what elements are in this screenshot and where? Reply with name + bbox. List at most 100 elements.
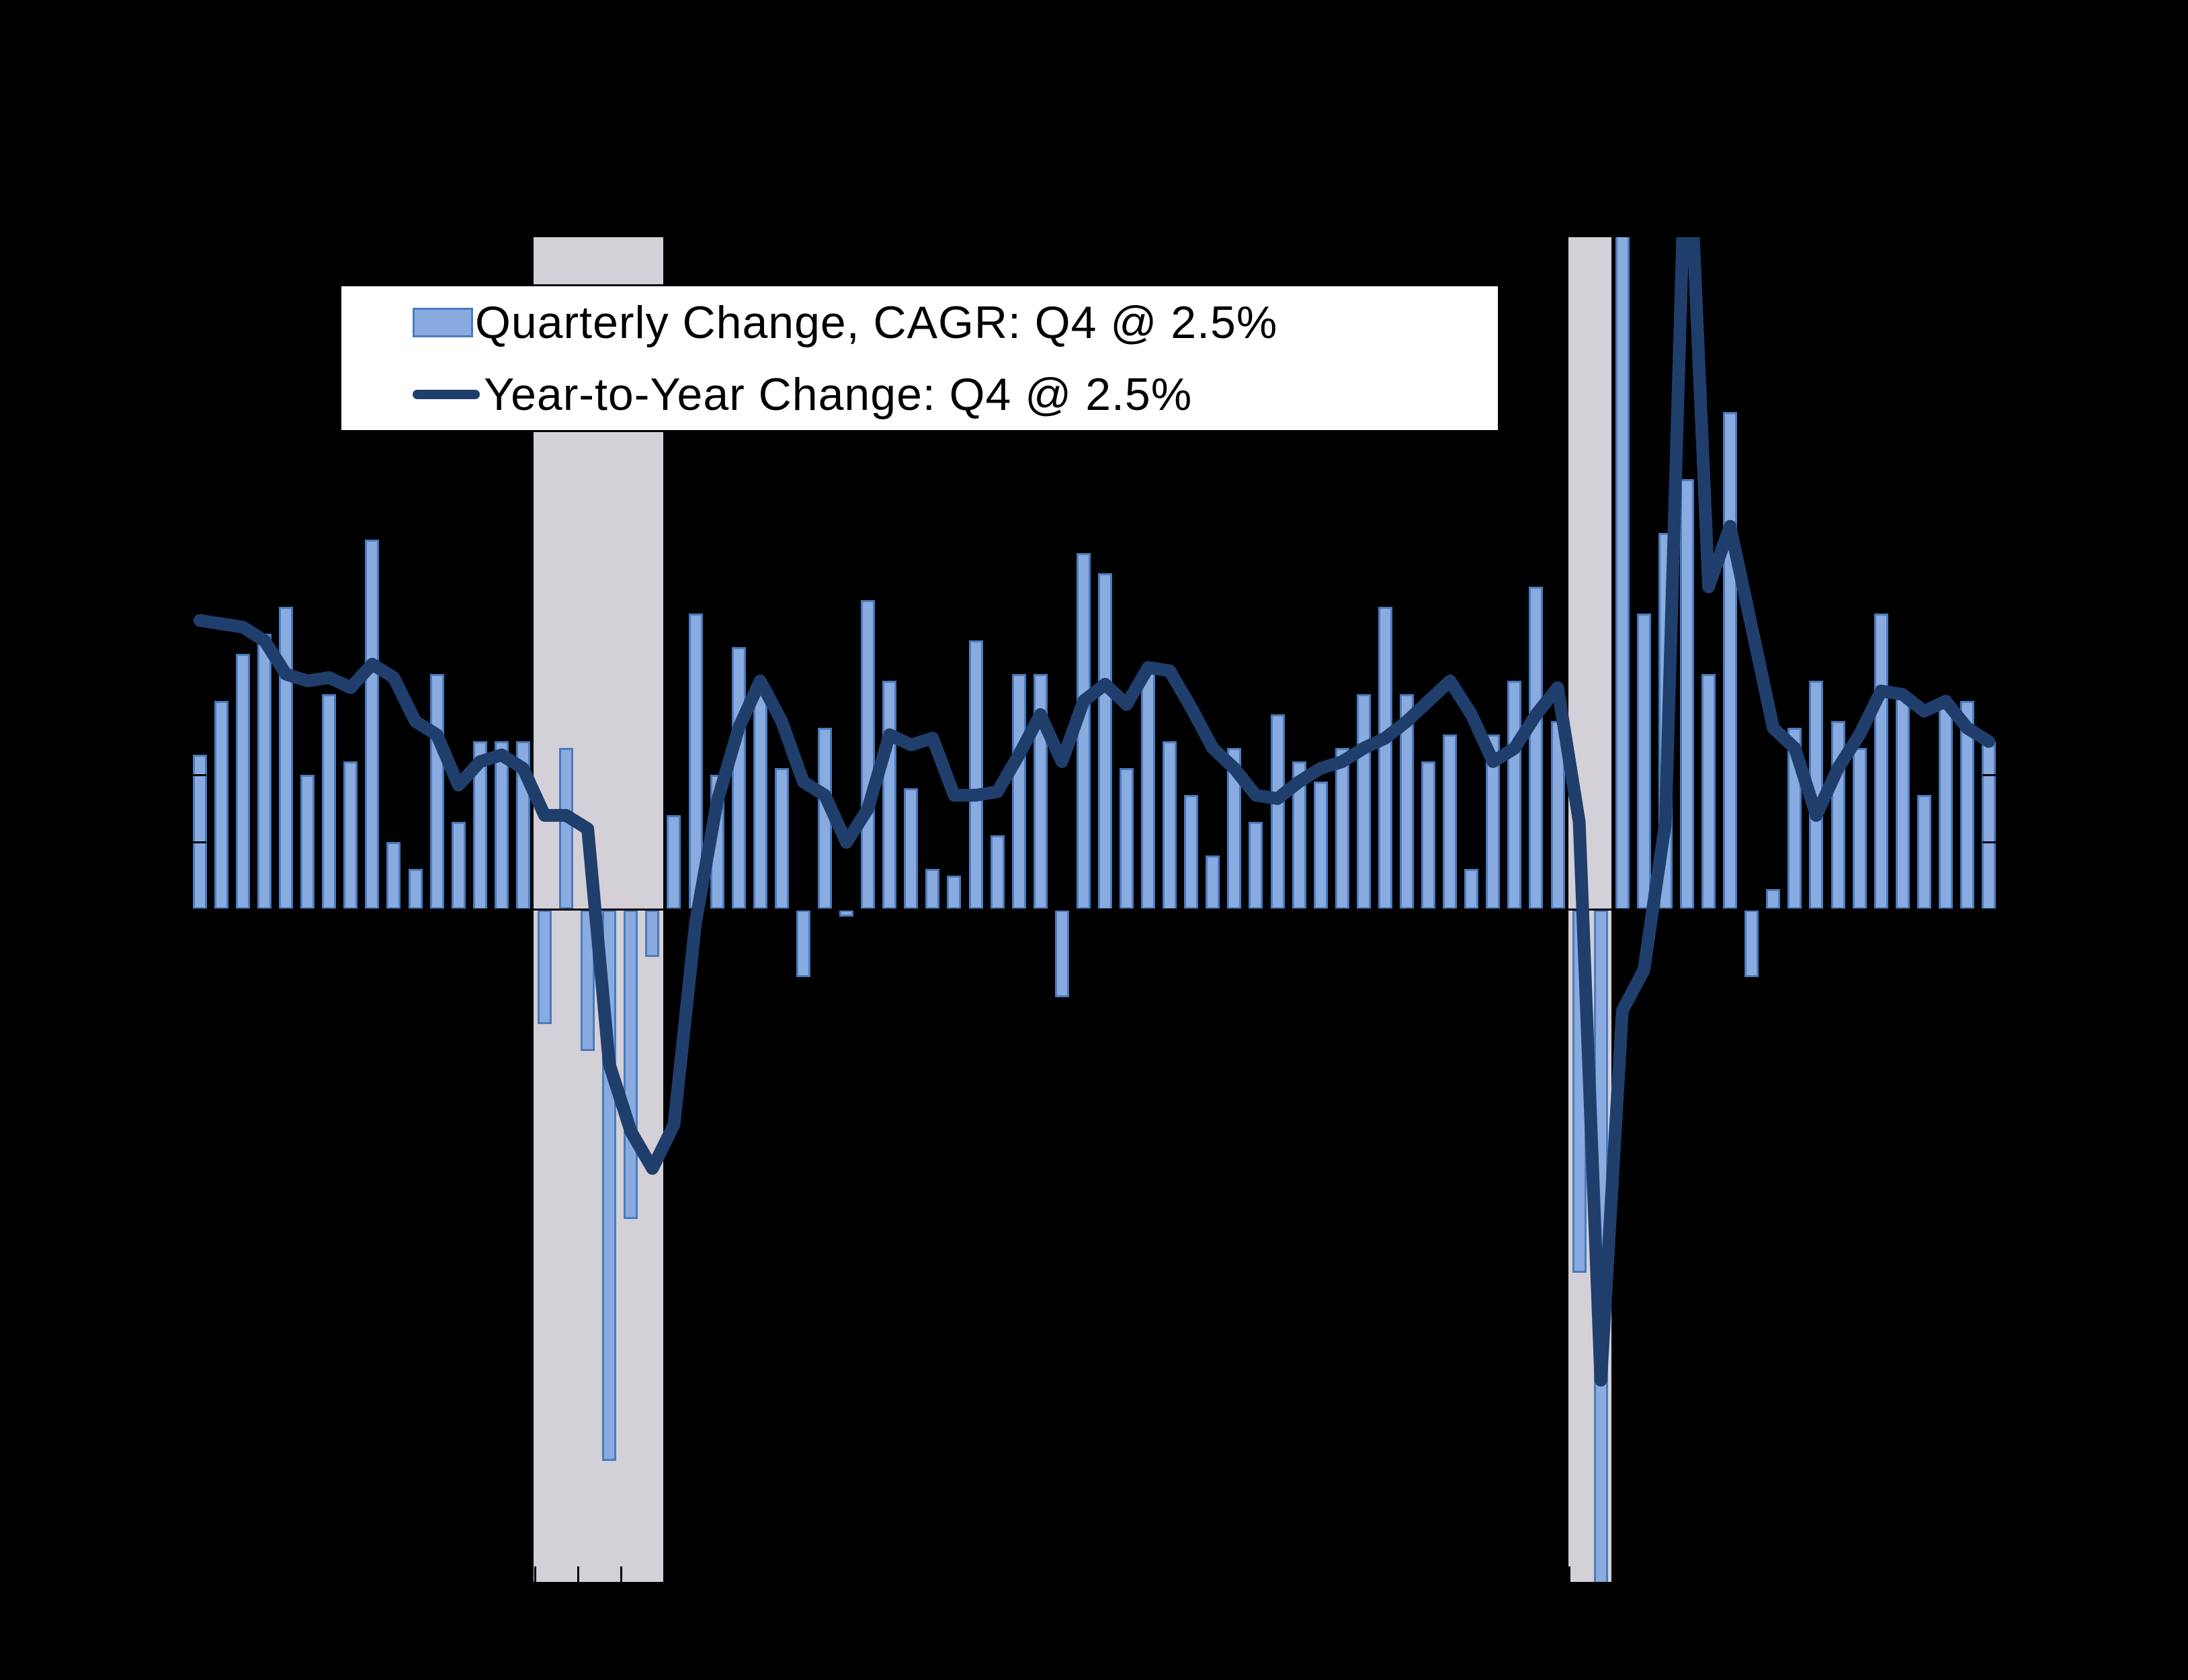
y-axis-tick: [1982, 1379, 1997, 1382]
bar-quarterly-change: [1184, 795, 1199, 910]
y-axis-tick: [192, 1110, 206, 1113]
bar-quarterly-change: [1335, 748, 1349, 910]
y-axis-tick: [1982, 773, 1997, 776]
y-axis-tick: [1982, 909, 1997, 911]
x-axis-tick: [1396, 1566, 1398, 1582]
x-axis-tick: [1482, 1566, 1484, 1582]
x-axis-tick: [965, 1566, 967, 1582]
y-axis-tick: [192, 1379, 206, 1382]
x-axis-tick: [1310, 1566, 1312, 1582]
x-axis-tick: [577, 1566, 579, 1582]
y-axis-tick: [1982, 1043, 1997, 1046]
bar-quarterly-change: [990, 835, 1005, 910]
bar-quarterly-change: [1529, 587, 1544, 910]
bar-quarterly-change: [667, 815, 681, 910]
bar-quarterly-change: [1292, 761, 1306, 910]
bar-quarterly-change: [386, 842, 401, 910]
zero-axis-line: [192, 909, 1997, 911]
bar-quarterly-change: [322, 694, 337, 910]
bar-quarterly-change: [1163, 741, 1177, 910]
line-swatch-icon: [413, 389, 480, 399]
bar-quarterly-change: [1443, 734, 1458, 910]
bar-quarterly-change: [1400, 694, 1414, 910]
y-axis-tick: [1982, 1110, 1997, 1113]
y-axis-tick: [192, 773, 206, 776]
bar-quarterly-change: [1421, 761, 1436, 910]
bar-quarterly-change: [1744, 909, 1759, 977]
y-axis-tick: [192, 706, 206, 709]
bar-quarterly-change: [1917, 795, 1931, 910]
bar-quarterly-change: [408, 869, 423, 910]
x-axis-tick: [1827, 1566, 1829, 1582]
x-axis-tick: [1008, 1566, 1011, 1582]
y-axis-tick: [1982, 572, 1997, 575]
x-axis-tick: [1956, 1566, 1959, 1582]
x-axis-tick: [1051, 1566, 1054, 1582]
y-axis-tick: [1982, 1446, 1997, 1449]
bar-quarterly-change: [214, 701, 228, 910]
x-axis-tick: [232, 1566, 235, 1582]
legend: Quarterly Change, CAGR: Q4 @ 2.5% Year-t…: [339, 284, 1500, 432]
bar-quarterly-change: [300, 775, 315, 910]
x-axis-tick: [1611, 1566, 1614, 1582]
y-axis-tick: [1982, 505, 1997, 507]
y-axis-tick: [1982, 1513, 1997, 1516]
x-axis-tick: [1697, 1566, 1700, 1582]
x-axis-tick: [1525, 1566, 1527, 1582]
x-axis-tick: [275, 1566, 278, 1582]
y-axis-tick: [1982, 976, 1997, 978]
x-axis-tick: [448, 1566, 450, 1582]
bar-quarterly-change: [1378, 607, 1392, 910]
y-axis-tick: [192, 1446, 206, 1449]
bar-quarterly-change: [947, 876, 962, 910]
y-axis-tick: [192, 1177, 206, 1180]
bar-quarterly-change: [796, 909, 810, 977]
bar-quarterly-change: [1120, 768, 1134, 910]
bar-quarterly-change: [559, 748, 574, 910]
y-axis-tick: [192, 639, 206, 642]
x-axis-tick: [663, 1566, 665, 1582]
x-axis-tick: [318, 1566, 321, 1582]
x-axis-tick: [878, 1566, 881, 1582]
x-axis-tick: [534, 1566, 536, 1582]
y-axis-tick: [1982, 370, 1997, 373]
bar-quarterly-change: [1701, 674, 1716, 910]
yoy-line: [193, 237, 1995, 1387]
y-axis-tick: [192, 505, 206, 507]
bar-quarterly-change: [1486, 734, 1501, 910]
x-axis-tick: [1267, 1566, 1269, 1582]
bar-quarterly-change: [1097, 573, 1112, 910]
x-axis-tick: [1137, 1566, 1140, 1582]
bar-quarterly-change: [1766, 889, 1781, 910]
bar-quarterly-change: [581, 909, 595, 1051]
y-axis-tick: [1982, 706, 1997, 709]
bar-quarterly-change: [1313, 782, 1328, 910]
bar-quarterly-change: [451, 822, 466, 910]
y-axis-tick: [192, 841, 206, 843]
bar-quarterly-change: [494, 741, 509, 910]
y-axis-tick: [192, 437, 206, 440]
x-axis-tick: [620, 1566, 622, 1582]
y-axis-tick: [192, 1513, 206, 1516]
y-axis-tick: [192, 1043, 206, 1046]
x-axis-tick: [491, 1566, 493, 1582]
bar-quarterly-change: [925, 869, 940, 910]
y-axis-tick: [192, 1245, 206, 1247]
bar-quarterly-change: [365, 540, 380, 910]
x-axis-tick: [835, 1566, 838, 1582]
bar-quarterly-change: [1206, 855, 1220, 910]
y-axis-tick: [1982, 1245, 1997, 1247]
bar-quarterly-change: [645, 909, 660, 957]
y-axis-tick: [1982, 303, 1997, 306]
bar-quarterly-change: [472, 741, 487, 910]
y-axis-tick: [1982, 841, 1997, 843]
legend-item-label: Year-to-Year Change: Q4 @ 2.5%: [484, 368, 1193, 420]
x-axis-tick: [405, 1566, 407, 1582]
y-axis-tick: [192, 1312, 206, 1314]
bar-quarterly-change: [343, 761, 358, 910]
x-axis-tick: [921, 1566, 924, 1582]
y-axis-tick: [1982, 1312, 1997, 1314]
bar-quarterly-change: [1054, 909, 1069, 997]
y-axis-tick: [192, 976, 206, 978]
